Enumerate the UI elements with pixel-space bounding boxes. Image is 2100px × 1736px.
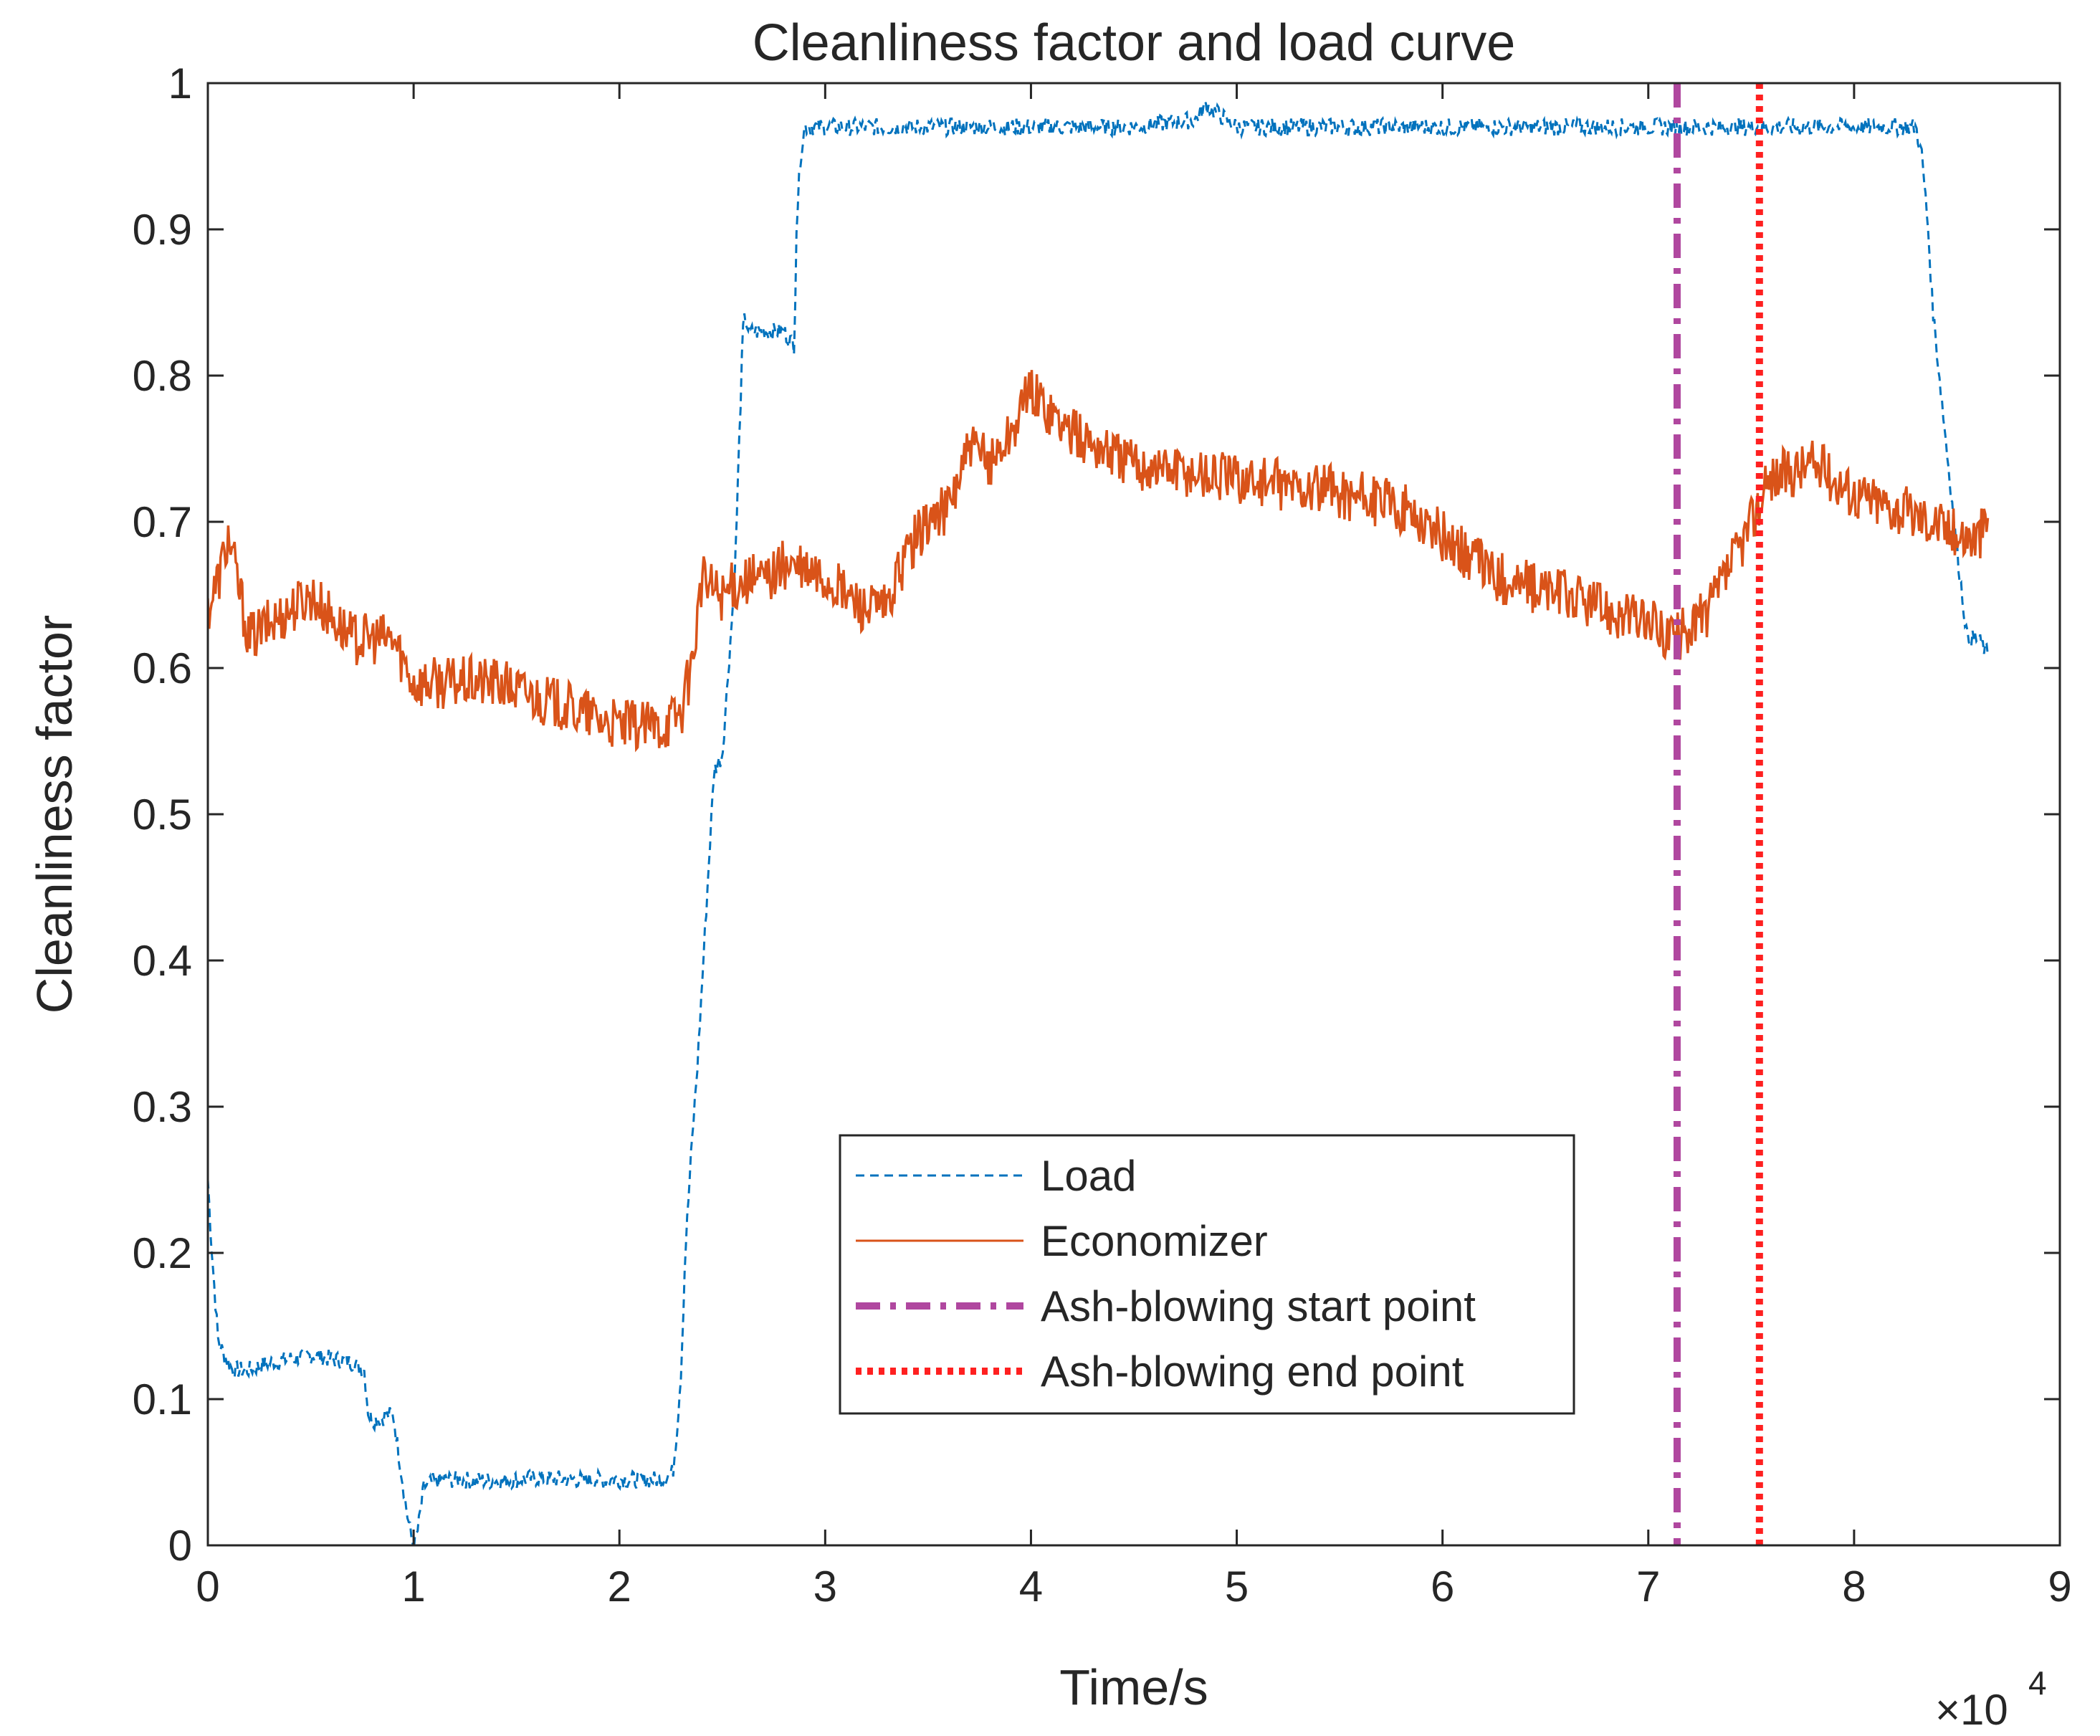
x-exponent: ×10 4 [1935,1664,2047,1734]
y-tick-label: 0.5 [133,791,192,839]
x-tick-label: 9 [2048,1563,2071,1611]
y-tick-label: 0 [168,1522,192,1570]
y-tick-label: 0.9 [133,206,192,254]
x-exponent-base: ×10 [1935,1686,2008,1734]
y-axis-label: Cleanliness factor [27,615,82,1014]
x-tick-label: 0 [196,1563,219,1611]
x-tick-label: 7 [1636,1563,1660,1611]
x-tick-label: 1 [401,1563,425,1611]
legend-label: Load [1041,1152,1136,1200]
x-tick-label: 6 [1431,1563,1454,1611]
legend-label: Ash-blowing start point [1041,1282,1476,1330]
x-tick-label: 8 [1842,1563,1866,1611]
series-layer [208,97,1990,1545]
y-tick-label: 0.1 [133,1375,192,1423]
y-tick-label: 0.4 [133,937,192,985]
chart-title: Cleanliness factor and load curve [753,14,1516,72]
x-axis: 0 1 2 3 4 5 6 7 8 9 [196,83,2072,1611]
legend-box [839,1134,1575,1415]
series-line-load [208,97,1989,1545]
marker-layer [1673,83,1763,1545]
y-tick-label: 0.7 [133,498,192,546]
y-tick-label: 0.3 [133,1083,192,1131]
x-tick-label: 3 [813,1563,837,1611]
y-tick-label: 0.2 [133,1229,192,1277]
y-axis: 0 0.1 0.2 0.3 0.4 0.5 0.6 0.7 0.8 0.9 1 [133,59,2060,1570]
series-line-economizer [208,370,1990,753]
y-tick-label: 0.8 [133,352,192,400]
x-tick-label: 4 [1019,1563,1043,1611]
y-tick-label: 0.6 [133,644,192,692]
legend-label: Economizer [1041,1217,1268,1265]
y-tick-label: 1 [168,59,192,108]
legend-label: Ash-blowing end point [1041,1348,1464,1396]
x-tick-label: 5 [1225,1563,1249,1611]
x-exponent-power: 4 [2028,1664,2047,1702]
x-tick-label: 2 [608,1563,631,1611]
legend: Load Economizer Ash-blowing start point Ash… [839,1134,1575,1415]
x-axis-label: Time/s [1059,1659,1208,1715]
